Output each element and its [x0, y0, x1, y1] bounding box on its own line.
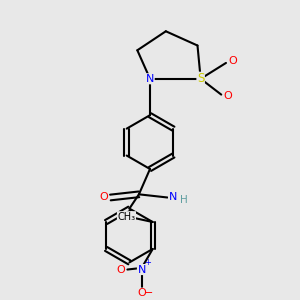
- Text: +: +: [144, 258, 151, 267]
- Text: −: −: [144, 288, 153, 298]
- Text: N: N: [146, 74, 154, 84]
- Text: O: O: [99, 193, 108, 202]
- Text: O: O: [137, 288, 146, 298]
- Text: S: S: [197, 72, 204, 85]
- Text: CH₃: CH₃: [117, 212, 136, 222]
- Text: N: N: [137, 265, 146, 275]
- Text: N: N: [169, 191, 177, 202]
- Text: H: H: [180, 195, 188, 205]
- Text: O: O: [224, 91, 233, 101]
- Text: O: O: [116, 265, 125, 275]
- Text: O: O: [229, 56, 237, 66]
